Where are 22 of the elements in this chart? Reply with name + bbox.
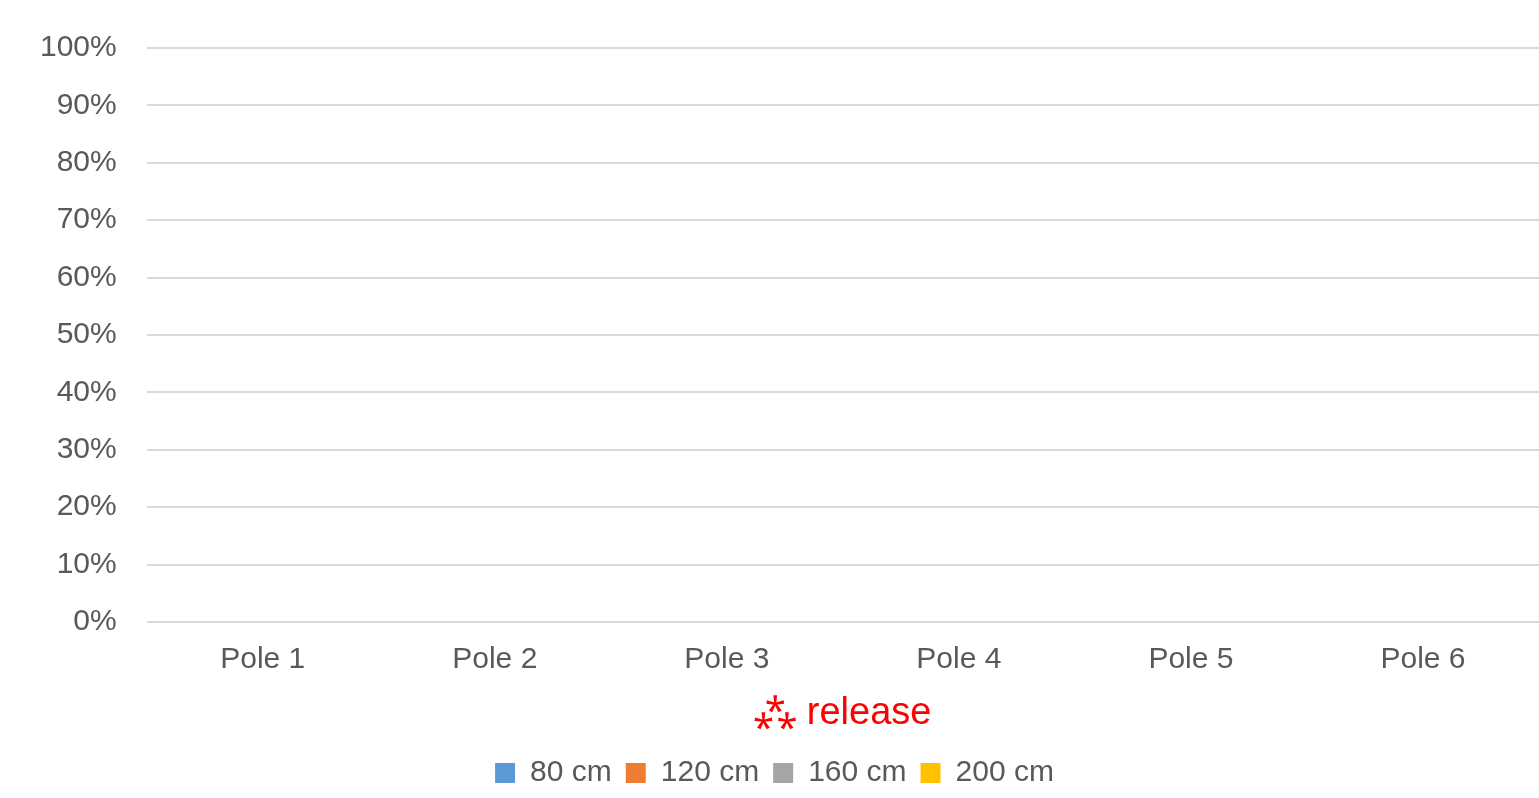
- y-tick-label: 0%: [73, 603, 117, 637]
- x-tick-label: Pole 6: [1380, 641, 1466, 675]
- y-tick-label: 10%: [56, 545, 117, 579]
- x-tick-label: Pole 1: [220, 641, 306, 675]
- legend-label: 160 cm: [808, 754, 907, 788]
- legend-label: 200 cm: [955, 754, 1054, 788]
- x-tick-label: Pole 5: [1148, 641, 1234, 675]
- y-tick-label: 90%: [56, 86, 117, 120]
- legend-label: 120 cm: [660, 754, 760, 788]
- y-tick-label: 80%: [56, 144, 117, 178]
- x-tick-label: Pole 3: [684, 641, 770, 675]
- y-tick-label: 40%: [56, 373, 117, 407]
- text: ⁂ release: [754, 690, 932, 733]
- y-tick-label: 30%: [56, 431, 117, 465]
- y-tick-label: 50%: [56, 316, 117, 350]
- y-tick-label: 100%: [39, 29, 117, 63]
- x-tick-label: Pole 2: [452, 641, 538, 675]
- y-tick-label: 70%: [56, 201, 117, 235]
- x-tick-label: Pole 4: [916, 641, 1002, 675]
- y-tick-label: 20%: [56, 488, 117, 522]
- y-tick-label: 60%: [56, 258, 117, 292]
- legend-label: 80 cm: [530, 754, 612, 788]
